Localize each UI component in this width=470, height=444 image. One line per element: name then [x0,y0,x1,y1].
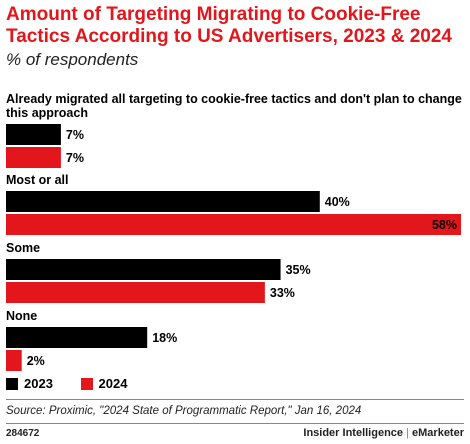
legend-swatch-2023 [6,377,18,390]
divider-top [6,399,464,400]
source-note: Source: Proximic, "2024 State of Program… [6,405,362,417]
category-label-most-or-all: Most or all [6,173,69,187]
legend-item-2023: 2023 [6,376,53,391]
data-label-2024-some: 33% [270,286,295,300]
data-label-2023-already-migrated-all-targeting-to-cookie: 7% [66,128,84,142]
category-label-some: Some [6,241,40,255]
legend-swatch-2024 [80,377,93,390]
category-label-already-migrated-all-targeting-to-cookie: Already migrated all targeting to cookie… [6,92,462,120]
category-label-none: None [6,309,37,323]
divider-bottom [6,423,464,424]
chart-title: Amount of Targeting Migrating to Cookie-… [6,4,452,47]
legend-label-2023: 2023 [24,376,53,391]
data-label-2024-most-or-all: 58% [432,218,457,232]
bar-2024-none [6,350,22,371]
data-label-2023-none: 18% [152,331,177,345]
legend: 2023 2024 [6,376,151,393]
chart-id: 284672 [6,428,40,439]
brand-left: Insider Intelligence [303,427,404,439]
bar-2023-none [6,327,148,348]
chart-subtitle: % of respondents [6,50,139,69]
bar-2023-already-migrated-all-targeting-to-cookie [6,124,61,145]
brand-right: eMarketer [412,427,464,439]
brand-separator: | [406,427,409,439]
brand-credit: Insider Intelligence | eMarketer [303,427,464,439]
bar-chart: Already migrated all targeting to cookie… [6,92,462,371]
bar-2024-most-or-all [6,214,461,235]
legend-item-2024: 2024 [80,376,128,391]
bar-2023-some [6,259,281,280]
data-label-2023-most-or-all: 40% [325,195,350,209]
bar-2024-already-migrated-all-targeting-to-cookie [6,147,61,168]
data-label-2023-some: 35% [286,263,311,277]
bar-2023-most-or-all [6,191,320,212]
data-label-2024-none: 2% [27,354,45,368]
bar-2024-some [6,282,265,303]
legend-label-2024: 2024 [98,376,128,391]
data-label-2024-already-migrated-all-targeting-to-cookie: 7% [66,151,84,165]
